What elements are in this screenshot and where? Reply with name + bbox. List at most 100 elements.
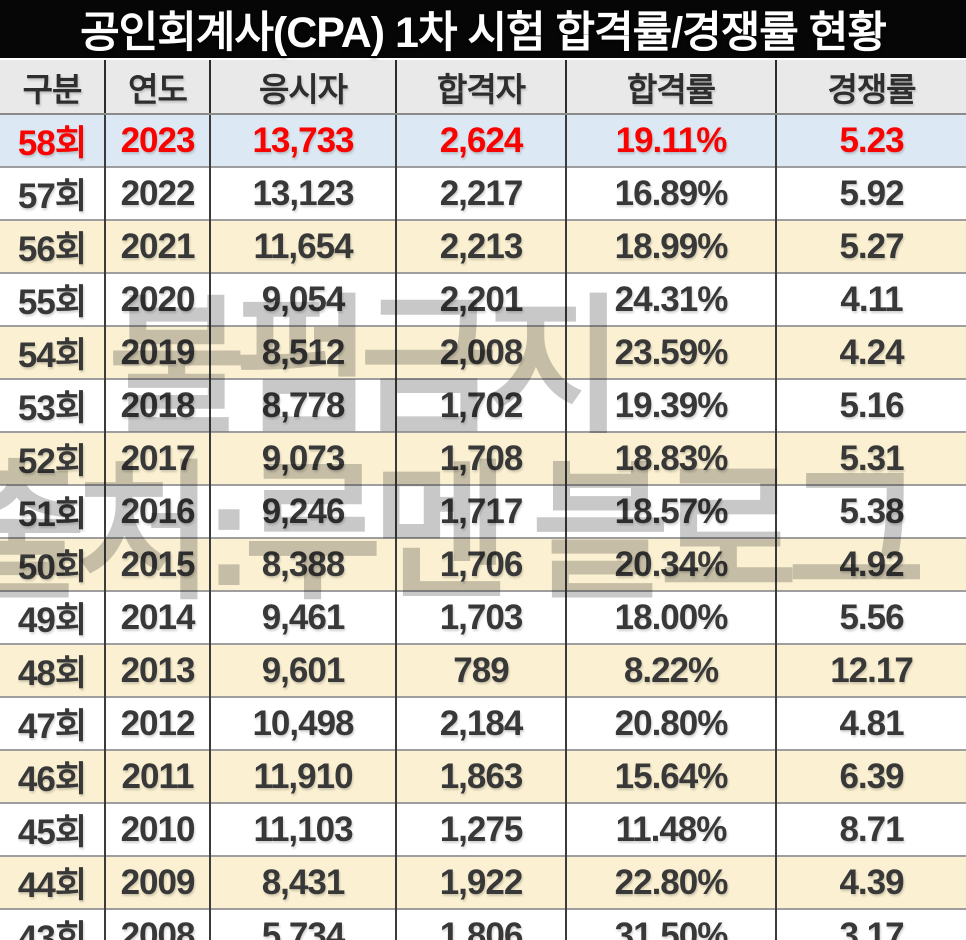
table-cell: 47회 [0, 696, 106, 750]
table-cell: 5.92 [776, 166, 966, 220]
column-header: 합격률 [566, 60, 777, 115]
table-cell: 1,708 [396, 431, 567, 485]
table-cell: 1,717 [396, 484, 567, 538]
table-row: 53회 2018 8,778 1,702 19.39% 5.16 [0, 378, 966, 432]
table-cell: 2,217 [396, 166, 567, 220]
table-cell: 8,778 [210, 378, 397, 432]
table-cell: 1,863 [396, 749, 567, 803]
table-cell: 49회 [0, 590, 106, 644]
table-row: 57회 2022 13,123 2,217 16.89% 5.92 [0, 166, 966, 220]
table-cell: 1,703 [396, 590, 567, 644]
table-row: 47회 2012 10,498 2,184 20.80% 4.81 [0, 696, 966, 750]
table-cell: 16.89% [566, 166, 777, 220]
table-cell: 2023 [105, 114, 211, 167]
table-cell: 8.71 [776, 802, 966, 856]
table-cell: 2022 [105, 166, 211, 220]
table-cell: 55회 [0, 272, 106, 326]
table-cell: 13,123 [210, 166, 397, 220]
header-row: 구분 연도 응시자 합격자 합격률 경쟁률 [0, 60, 966, 115]
table-cell: 5.23 [839, 120, 904, 160]
page-title: 공인회계사(CPA) 1차 시험 합격률/경쟁률 현황 [0, 0, 966, 60]
table-cell: 4.81 [776, 696, 966, 750]
table-cell: 1,702 [396, 378, 567, 432]
table-cell: 57회 [0, 166, 106, 220]
table-cell: 2009 [105, 855, 211, 909]
column-header: 경쟁률 [776, 60, 966, 115]
table-row: 56회 2021 11,654 2,213 18.99% 5.27 [0, 219, 966, 273]
table-cell: 2019 [105, 325, 211, 379]
table-cell: 5.56 [776, 590, 966, 644]
table-cell: 789 [396, 643, 567, 697]
table-cell: 56회 [0, 219, 106, 273]
table-cell: 11.48% [566, 802, 777, 856]
table-cell: 5.38 [776, 484, 966, 538]
table-cell: 2008 [105, 908, 211, 940]
table-cell: 44회 [0, 855, 106, 909]
table-cell: 45회 [0, 802, 106, 856]
table-cell: 2018 [105, 378, 211, 432]
table-cell: 46회 [0, 749, 106, 803]
table-cell: 22.80% [566, 855, 777, 909]
column-header: 연도 [105, 60, 211, 115]
table-row: 44회 2009 8,431 1,922 22.80% 4.39 [0, 855, 966, 909]
table-cell: 11,654 [210, 219, 397, 273]
table-row: 54회 2019 8,512 2,008 23.59% 4.24 [0, 325, 966, 379]
table-cell: 11,103 [210, 802, 397, 856]
table-cell: 6.39 [776, 749, 966, 803]
table-row: 58회 2023 13,733 2,624 19.11% 5.23 [0, 114, 966, 167]
table-cell: 50회 [0, 537, 106, 591]
table-body: 58회 2023 13,733 2,624 19.11% 5.23 57회 2022 13,12… [0, 114, 966, 940]
table-cell: 2011 [105, 749, 211, 803]
table-cell: 2010 [105, 802, 211, 856]
column-header: 응시자 [210, 60, 397, 115]
table-row: 45회 2010 11,103 1,275 11.48% 8.71 [0, 802, 966, 856]
table-cell: 1,706 [396, 537, 567, 591]
table-cell: 18.57% [566, 484, 777, 538]
table-cell: 18.99% [566, 219, 777, 273]
table-cell: 1,806 [396, 908, 567, 940]
table-cell: 2,624 [396, 114, 567, 167]
column-header: 구분 [0, 60, 106, 115]
table-cell: 1,922 [396, 855, 567, 909]
table-row: 49회 2014 9,461 1,703 18.00% 5.56 [0, 590, 966, 644]
table-cell: 5.31 [776, 431, 966, 485]
table-cell: 19.39% [566, 378, 777, 432]
table-cell: 2017 [105, 431, 211, 485]
table-cell: 9,461 [210, 590, 397, 644]
table-row: 43회 2008 5,734 1,806 31.50% 3.17 [0, 908, 966, 940]
table-cell: 10,498 [210, 696, 397, 750]
table-cell: 2015 [105, 537, 211, 591]
table-cell: 5.27 [776, 219, 966, 273]
table-cell: 2020 [105, 272, 211, 326]
table-cell: 2,008 [396, 325, 567, 379]
table-cell: 53회 [0, 378, 106, 432]
table-cell: 54회 [0, 325, 106, 379]
table-row: 48회 2013 9,601 789 8.22% 12.17 [0, 643, 966, 697]
table-cell: 4.39 [776, 855, 966, 909]
table-row: 55회 2020 9,054 2,201 24.31% 4.11 [0, 272, 966, 326]
table-cell: 11,910 [210, 749, 397, 803]
table-cell: 8.22% [566, 643, 777, 697]
table-cell: 18.00% [566, 590, 777, 644]
table-cell: 8,388 [210, 537, 397, 591]
table-cell: 52회 [0, 431, 106, 485]
table-row: 50회 2015 8,388 1,706 20.34% 4.92 [0, 537, 966, 591]
table-cell: 20.34% [566, 537, 777, 591]
table-cell: 2012 [105, 696, 211, 750]
exam-results-table: 구분 연도 응시자 합격자 합격률 경쟁률 58회 2023 13,733 2,624 19.11… [0, 60, 966, 940]
table-cell: 4.92 [776, 537, 966, 591]
table-cell: 4.24 [776, 325, 966, 379]
table-cell: 2016 [105, 484, 211, 538]
table-cell: 8,431 [210, 855, 397, 909]
table-cell: 19.11% [566, 114, 777, 167]
table-cell: 48회 [0, 643, 106, 697]
table-cell: 2013 [105, 643, 211, 697]
table-cell: 23.59% [566, 325, 777, 379]
table-cell: 1,275 [396, 802, 567, 856]
table-cell: 4.11 [776, 272, 966, 326]
table-cell: 9,246 [210, 484, 397, 538]
table-cell: 15.64% [566, 749, 777, 803]
table-cell: 2021 [105, 219, 211, 273]
table-cell: 9,054 [210, 272, 397, 326]
